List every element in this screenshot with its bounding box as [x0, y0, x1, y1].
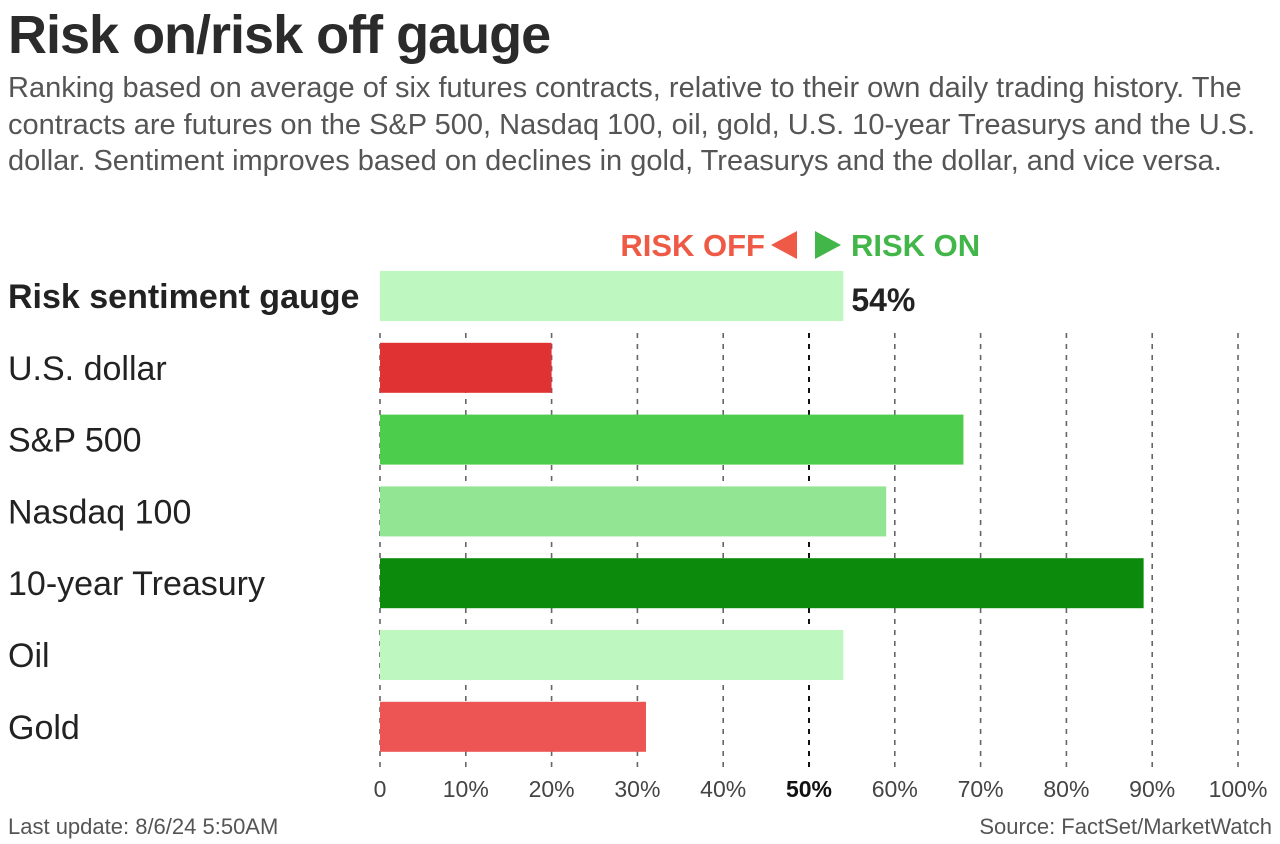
x-tick-label-90: 90% — [1129, 776, 1175, 802]
bar-u-s-dollar — [380, 342, 552, 393]
x-tick-label-10: 10% — [443, 776, 489, 802]
x-tick-label-20: 20% — [529, 776, 575, 802]
bar-nasdaq-100 — [380, 486, 887, 537]
category-label-oil: Oil — [8, 637, 50, 675]
x-tick-label-80: 80% — [1043, 776, 1089, 802]
x-tick-label-50: 50% — [786, 776, 832, 802]
direction-legend: RISK OFF RISK ON — [620, 228, 980, 263]
arrow-right-icon — [815, 231, 841, 259]
category-label-u-s-dollar: U.S. dollar — [8, 350, 167, 388]
x-tick-label-100: 100% — [1209, 776, 1268, 802]
category-label-10-year-treasury: 10-year Treasury — [8, 565, 265, 603]
category-label-gold: Gold — [8, 709, 80, 747]
bar-10-year-treasury — [380, 558, 1144, 609]
x-tick-label-0: 0 — [374, 776, 387, 802]
last-update: Last update: 8/6/24 5:50AM — [8, 814, 279, 839]
category-label-s-p-500: S&P 500 — [8, 422, 142, 460]
bar-risk-sentiment-gauge — [380, 271, 844, 321]
bars — [380, 271, 1144, 752]
chart-subtitle: Ranking based on average of six futures … — [8, 72, 1256, 177]
category-labels: Risk sentiment gauge 54% U.S. dollar S&P 50… — [8, 278, 915, 747]
risk-on-label: RISK ON — [851, 228, 980, 263]
gridlines — [379, 333, 1239, 770]
bar-oil — [380, 630, 844, 680]
x-tick-label-30: 30% — [614, 776, 660, 802]
arrow-left-icon — [771, 231, 797, 259]
chart-title: Risk on/risk off gauge — [8, 5, 551, 65]
x-tick-label-60: 60% — [872, 776, 918, 802]
x-tick-label-40: 40% — [700, 776, 746, 802]
bar-s-p-500 — [380, 414, 964, 465]
x-tick-label-70: 70% — [958, 776, 1004, 802]
bar-gold — [380, 701, 646, 752]
category-label-risk-sentiment-gauge: Risk sentiment gauge — [8, 278, 359, 316]
source-credit: Source: FactSet/MarketWatch — [979, 814, 1272, 839]
risk-off-label: RISK OFF — [620, 228, 765, 263]
x-axis-ticks: 0 10% 20% 30% 40% 50% 60% 70% 80% 90% 100% — [374, 776, 1268, 802]
category-label-nasdaq-100: Nasdaq 100 — [8, 493, 191, 531]
gauge-value-label: 54% — [851, 282, 915, 318]
